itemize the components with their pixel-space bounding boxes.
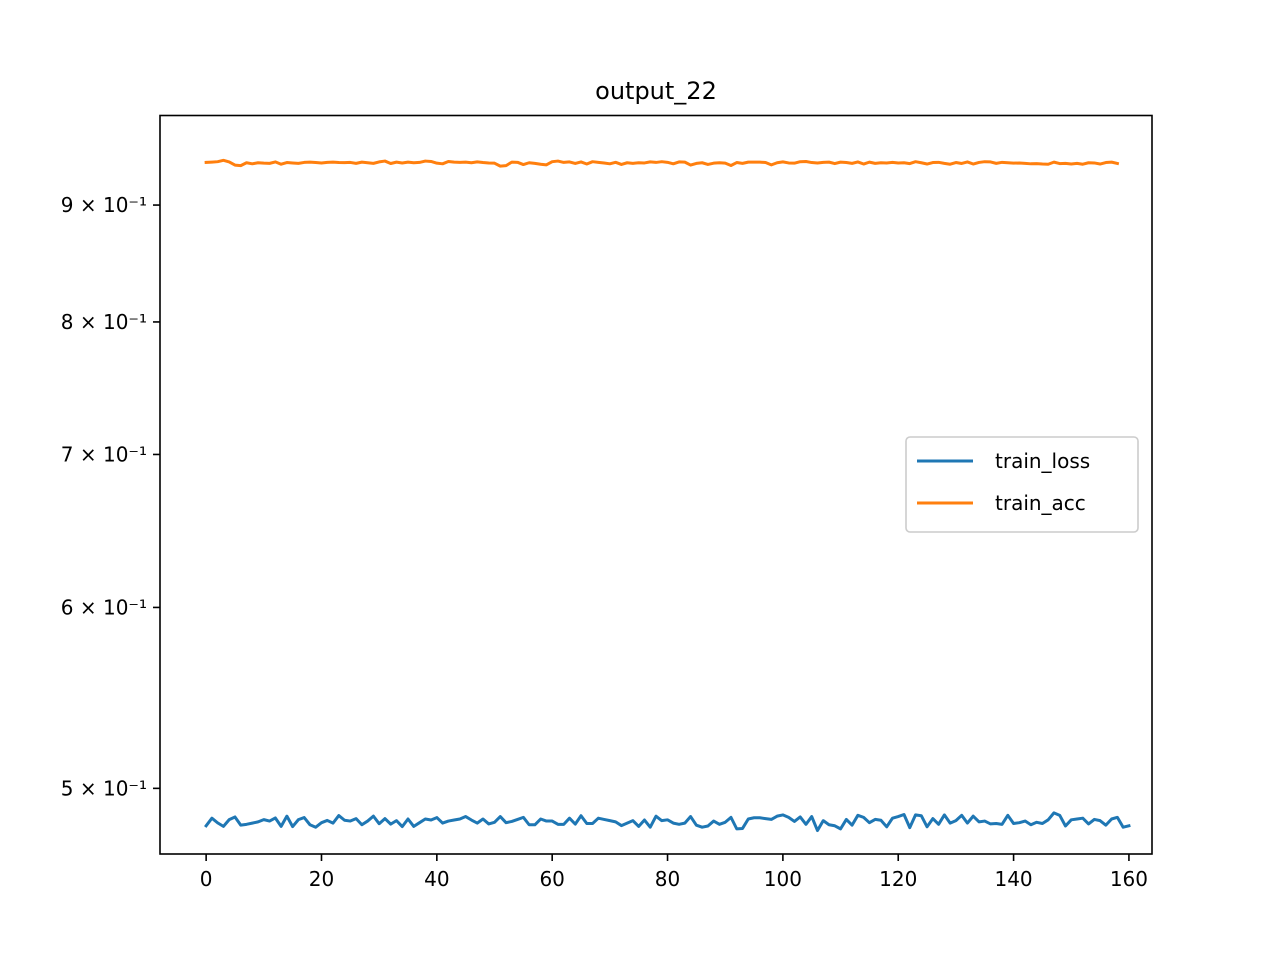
y-tick-label: 6 × 10⁻¹	[61, 595, 147, 619]
x-tick-label: 120	[879, 867, 917, 891]
y-tick-label: 8 × 10⁻¹	[61, 310, 147, 334]
axes-frame	[159, 114, 1153, 855]
y-tick-label: 7 × 10⁻¹	[61, 442, 147, 466]
x-tick-label: 80	[655, 867, 680, 891]
x-tick-label: 40	[424, 867, 449, 891]
x-tick-label: 60	[539, 867, 564, 891]
x-axis: 0 20 40 60 80 100 120 140 160	[200, 854, 1148, 891]
y-tick-label: 9 × 10⁻¹	[61, 193, 147, 217]
series-layer	[204, 158, 1131, 833]
legend-label-train_acc: train_acc	[995, 491, 1086, 515]
y-axis: 5 × 10⁻¹ 6 × 10⁻¹ 7 × 10⁻¹ 8 × 10⁻¹ 9 × 10⁻¹	[61, 193, 160, 800]
legend: train_loss train_acc	[905, 436, 1139, 533]
x-tick-label: 0	[200, 867, 213, 891]
legend-label-train_loss: train_loss	[995, 449, 1090, 473]
y-tick-label: 5 × 10⁻¹	[61, 776, 147, 800]
x-tick-label: 100	[764, 867, 802, 891]
x-tick-label: 20	[309, 867, 334, 891]
x-tick-label: 140	[994, 867, 1032, 891]
series-line-train_loss	[204, 811, 1131, 833]
x-tick-label: 160	[1110, 867, 1148, 891]
series-line-train_acc	[204, 158, 1120, 168]
chart-title: output_22	[595, 77, 717, 105]
